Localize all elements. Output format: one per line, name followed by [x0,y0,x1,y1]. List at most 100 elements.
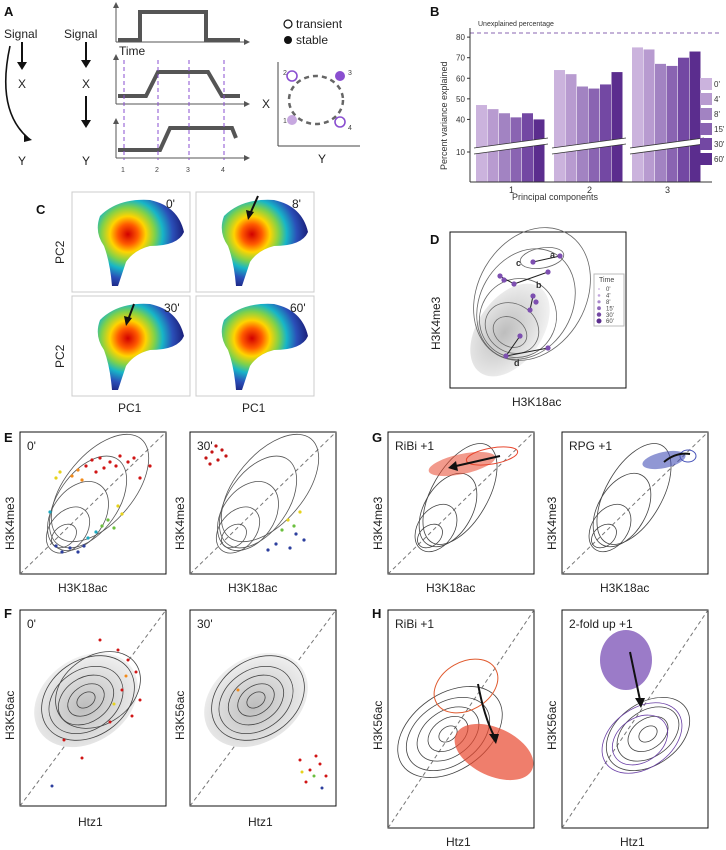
c-ylabel-bottom: PC2 [53,344,67,368]
c-time-8: 8' [292,197,301,211]
d-legend-marker [597,300,601,304]
d-legend-marker [596,312,602,317]
signal-trace [118,10,240,42]
state-axis-y-label: Y [318,152,326,166]
legend-transient: transient [296,17,343,31]
x-node-1: X [18,77,26,91]
e-right-contours [215,433,320,554]
f-left-contours [41,651,141,741]
f-xlabel-left: Htz1 [78,815,103,829]
g-right-tag: RPG +1 [569,439,612,453]
panel-c: C 0' 8' 30' 60' PC2 PC2 PC1 PC1 [36,191,315,415]
h-2fold-cloud [600,630,652,690]
d-xlabel: H3K18ac [512,395,561,409]
bar-pc2-8min [577,86,588,182]
bar-pc2-4min [565,74,577,182]
f-left-points [50,638,142,788]
h-left-frame [387,609,535,829]
g-right-contours [588,443,672,553]
c-density-8 [221,199,308,286]
e-ylabel-right: H3K4me3 [173,496,187,550]
state-2-label: 2 [283,70,287,77]
panel-e: E 0' 30' H3K4me3 H3K4me3 H3K18ac H3K18ac [3,430,337,595]
bar-pc3-30min [678,57,689,182]
bar-pc1-0min [476,105,487,182]
b-y-tick-50: 50 [456,95,465,104]
f-right-contours [211,655,305,741]
arrow-head [81,120,91,128]
c-heatmap-0: 0' [71,191,191,293]
f-left-tag: 0' [27,617,36,631]
c-heatmap-30: 30' [71,295,191,397]
panel-a-label: A [4,4,14,19]
arrow-head [81,60,91,68]
time-axes [115,6,246,159]
b-legend-swatch [700,123,712,135]
e-xlabel-left: H3K18ac [58,581,107,595]
state-4-label: 4 [348,125,352,132]
e-xlabel-right: H3K18ac [228,581,277,595]
g-right-arrow [663,452,691,463]
g-left-tag: RiBi +1 [395,439,434,453]
c-arrow-8 [249,195,259,215]
d-legend-label: 4' [606,294,610,300]
panel-h-label: H [372,606,381,621]
b-legend-label: 15' [714,125,725,134]
d-ylabel: H3K4me3 [429,296,443,350]
state-2-marker [286,70,298,82]
axis-break-pc3 [629,137,705,155]
b-y-tick-70: 70 [456,54,465,63]
bar-pc3-4min [643,49,655,182]
d-legend-label: 0' [606,287,610,293]
c-xlabel-right: PC1 [242,401,266,415]
panel-e-label: E [4,430,13,445]
b-legend-swatch [700,138,712,150]
e-ylabel-left: H3K4me3 [3,496,17,550]
unexplained-label: Unexplained percentage [478,21,554,28]
b-legend-swatch [700,93,712,105]
b-y-tick-10: 10 [456,148,465,157]
transient-legend-marker [283,19,293,29]
d-legend-marker [597,294,601,297]
arrow-head [17,62,27,70]
b-x-ticks: 1 2 3 [509,185,670,195]
c-density-0 [97,199,184,286]
bar-pc2-15min [588,88,600,182]
time-tick-3: 3 [186,167,190,174]
state-cycle [287,74,345,126]
f-ylabel-left: H3K56ac [3,691,17,740]
h-ylabel-right: H3K56ac [545,701,559,750]
d-contours [473,227,591,361]
signal-label-2: Signal [64,27,97,41]
f-ylabel-right: H3K56ac [173,691,187,740]
panel-d: D a b c d Time 0'4'8'15'30'60' H3K4me3 H… [429,227,627,409]
e-left-points [48,454,152,554]
bar-pc3-8min [655,63,666,182]
d-legend-title: Time [599,277,614,284]
d-legend [593,273,625,327]
h-ylabel-left: H3K56ac [371,701,385,750]
x-trace [118,70,240,98]
h-right-contours [605,696,691,772]
b-y-tick-80: 80 [456,33,465,42]
b-legend-swatch [700,78,712,90]
c-time-0: 0' [166,197,175,211]
d-legend-items: 0'4'8'15'30'60' [596,287,614,325]
g-xlabel-right: H3K18ac [600,581,649,595]
c-time-60: 60' [290,301,306,315]
e-right-points [204,444,306,552]
b-legend: 0' 4' 8' 15' 30' 60' [700,78,725,165]
f-xlabel-right: Htz1 [248,815,273,829]
bar-pc3-60min [689,51,701,183]
b-legend-label: 8' [714,110,720,119]
b-x-axis-label: Principal components [512,192,599,202]
panel-f-label: F [4,606,12,621]
b-bars [470,47,712,183]
d-legend-marker [597,306,601,311]
y-node-2: Y [82,154,90,168]
e-left-contours [45,433,150,554]
panel-h: H RiBi +1 2-fold up +1 H3K56ac H3K56ac H… [371,606,709,849]
time-tick-2: 2 [155,167,159,174]
bar-pc3-15min [666,65,678,182]
